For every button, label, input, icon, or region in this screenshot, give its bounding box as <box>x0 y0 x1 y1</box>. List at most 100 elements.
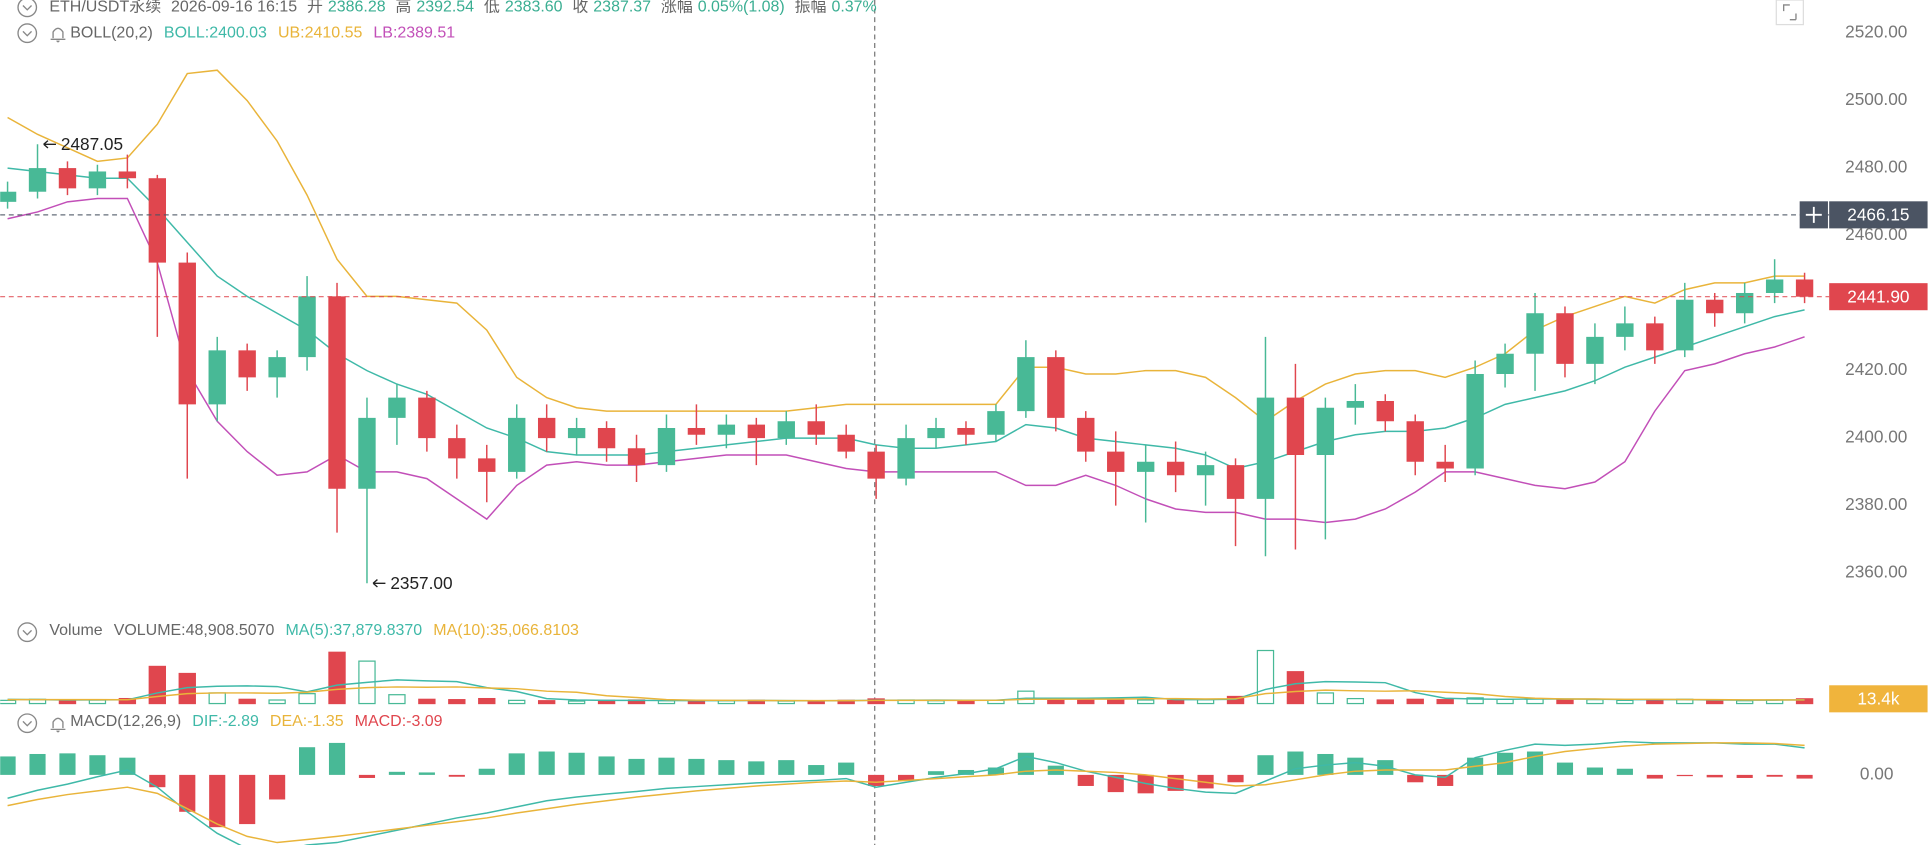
alert-icon[interactable] <box>50 717 66 733</box>
collapse-icon[interactable] <box>17 0 38 18</box>
candle-body <box>508 417 526 472</box>
candle-body <box>478 458 496 472</box>
y-tick-label: 2460.00 <box>1845 224 1907 244</box>
macd-bar <box>748 761 765 775</box>
candle-body <box>777 421 795 439</box>
plus-icon <box>1805 206 1822 223</box>
candle-body <box>567 427 586 439</box>
macd-bar <box>1736 774 1753 778</box>
legend-text: BOLL:2400.03 <box>164 24 267 41</box>
volume-bar <box>957 700 975 705</box>
candle-body <box>927 427 945 439</box>
macd-bar <box>1257 755 1274 775</box>
volume-bar <box>1436 699 1454 705</box>
candle-body <box>1526 313 1544 354</box>
macd-bar <box>1616 768 1633 775</box>
candle-body <box>0 191 17 202</box>
candle-body <box>418 397 436 439</box>
price-tag <box>1829 283 1928 311</box>
alert-icon[interactable] <box>50 27 66 43</box>
macd-line <box>7 742 1805 844</box>
candle-body <box>1556 313 1574 364</box>
macd-bar <box>808 765 825 775</box>
macd-bar <box>538 751 555 775</box>
macd-bar <box>89 755 106 775</box>
candle-body <box>957 427 975 435</box>
macd-bar <box>1107 774 1124 793</box>
volume-bar <box>777 700 795 705</box>
volume-bar <box>867 698 885 705</box>
volume-bar <box>1795 698 1814 705</box>
ma-line <box>7 686 1805 702</box>
legend-text: 2383.60 <box>505 0 563 16</box>
collapse-icon[interactable] <box>17 23 38 44</box>
overlay: ETH/USDT永续 2026-09-16 16:15 开 2386.28 高 2392.… <box>0 0 1928 783</box>
annotation-arrow <box>372 579 386 588</box>
y-tick-label: 0.00 <box>1860 763 1893 783</box>
legend-text: DEA:-1.35 <box>270 713 344 730</box>
fullscreen-button[interactable] <box>1775 0 1804 26</box>
volume-bar <box>1077 699 1095 705</box>
macd-bar <box>358 774 376 778</box>
macd-bar <box>1796 774 1813 779</box>
candle-body <box>1286 397 1305 456</box>
macd-bar <box>59 753 76 775</box>
macd-bar <box>1077 774 1094 786</box>
candle-body <box>1706 299 1724 314</box>
y-tick-label: 2500.00 <box>1845 89 1907 109</box>
volume-bar <box>1616 699 1634 705</box>
candle-body <box>388 397 406 418</box>
volume-bar <box>148 665 167 705</box>
legend-text: MACD:-3.09 <box>355 713 443 730</box>
candle-body <box>807 421 825 435</box>
legend-text: MA(5):37,879.8370 <box>285 622 422 639</box>
macd-bar <box>448 774 465 777</box>
collapse-icon[interactable] <box>17 713 38 734</box>
legend-text: VOLUME:48,908.5070 <box>114 622 275 639</box>
candle-body <box>537 417 556 439</box>
candle-body <box>1735 292 1754 314</box>
volume-bar <box>0 699 17 705</box>
candle-body <box>1047 357 1065 418</box>
macd-bar <box>508 753 525 775</box>
candle-body <box>238 350 256 378</box>
candle-body <box>1586 336 1604 364</box>
volume-bar <box>1646 699 1664 705</box>
legend-text: 2392.54 <box>416 0 474 16</box>
volume-bar <box>927 700 945 705</box>
volume-bar <box>1466 697 1484 705</box>
volume-bar <box>1136 699 1155 705</box>
legend-text: LB:2389.51 <box>373 24 455 41</box>
legend-text: 低 <box>484 0 500 16</box>
candle-body <box>1256 397 1275 499</box>
candle-body <box>1376 400 1394 422</box>
macd-bar <box>987 767 1004 775</box>
candle-body <box>837 434 855 452</box>
candle-body <box>1676 299 1694 351</box>
macd-bar <box>1377 760 1394 775</box>
legend-text: 2026-09-16 16:15 <box>171 0 297 16</box>
collapse-icon[interactable] <box>17 622 38 643</box>
macd-bar <box>957 769 975 775</box>
candle-body <box>1406 421 1424 462</box>
volume-bar <box>1107 698 1125 705</box>
legend-text: 2387.37 <box>593 0 651 16</box>
candle-body <box>88 171 107 189</box>
volume-bar <box>208 692 226 705</box>
volume-bar <box>1376 699 1394 705</box>
legend-text: 高 <box>395 0 411 16</box>
candle-body <box>1166 461 1185 476</box>
legend-text: 振幅 <box>795 0 827 16</box>
macd-bar <box>898 774 915 782</box>
macd-panel <box>0 740 1813 845</box>
candle-body <box>867 451 885 479</box>
volume-bar <box>388 694 406 705</box>
candle-body <box>747 424 766 439</box>
candle-body <box>358 417 376 489</box>
price-tag <box>1829 685 1928 713</box>
volume-bar <box>1256 649 1275 705</box>
macd-bar <box>1706 774 1723 778</box>
candle-body <box>268 357 286 378</box>
macd-bar <box>718 760 735 775</box>
volume-bar <box>567 700 586 705</box>
